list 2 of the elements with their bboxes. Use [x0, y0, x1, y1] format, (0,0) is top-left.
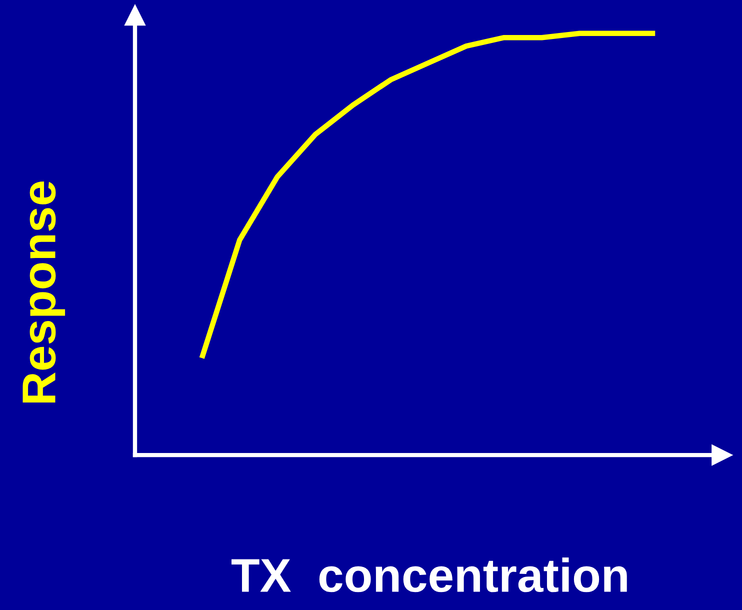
- y-axis-title: Response: [22, 182, 66, 402]
- x-axis-title: TX concentration: [232, 557, 627, 592]
